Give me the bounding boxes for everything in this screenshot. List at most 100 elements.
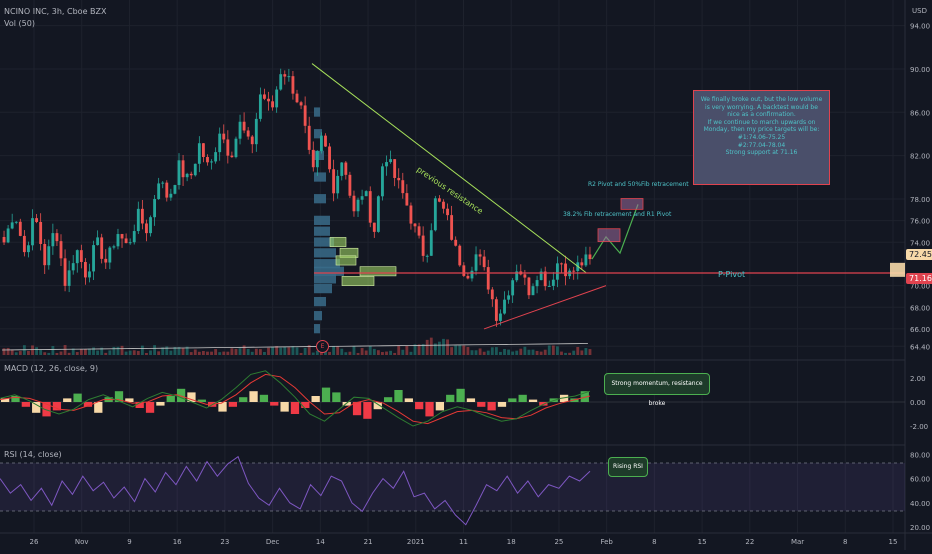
macd-tick-label: -2.00 xyxy=(910,423,928,431)
volume-bar xyxy=(6,347,10,355)
volume-bar xyxy=(206,351,209,355)
rsi-tick-label: 60.00 xyxy=(910,476,930,484)
candle-body xyxy=(189,173,193,176)
macd-histogram-bar xyxy=(456,388,465,402)
candle-body xyxy=(446,208,449,216)
candle-body xyxy=(523,274,527,278)
volume-profile-row xyxy=(314,324,320,334)
analysis-note-box[interactable]: We finally broke out, but the low volume… xyxy=(693,90,830,185)
volume-bar xyxy=(442,338,445,355)
volume-profile-row xyxy=(314,172,326,182)
macd-histogram-bar xyxy=(280,402,289,412)
candle-body xyxy=(413,223,417,227)
volume-bar xyxy=(393,352,397,355)
volume-bar xyxy=(132,350,136,355)
candle-body xyxy=(474,254,478,271)
candle-body xyxy=(83,261,87,278)
candle-body xyxy=(572,270,576,272)
macd-histogram-bar xyxy=(342,402,351,406)
candle-body xyxy=(425,255,429,257)
volume-bar xyxy=(104,352,108,355)
candle-body xyxy=(437,198,441,202)
candle-body xyxy=(324,135,327,147)
time-tick-label: 16 xyxy=(173,538,182,546)
candle-body xyxy=(527,277,531,296)
volume-profile-row xyxy=(314,311,322,321)
rsi-tick-label: 20.00 xyxy=(910,524,930,532)
volume-bar xyxy=(140,345,144,355)
volume-bar xyxy=(169,350,173,355)
macd-histogram-bar xyxy=(73,393,82,402)
price-tick-label: 78.00 xyxy=(910,196,930,204)
macd-histogram-bar xyxy=(187,392,196,402)
candle-body xyxy=(283,74,287,77)
price-tick-label: 74.00 xyxy=(910,239,930,247)
time-tick-label: 15 xyxy=(889,538,898,546)
volume-bar xyxy=(149,350,152,355)
candle-body xyxy=(177,160,181,186)
price-tick-label: 70.00 xyxy=(910,283,930,291)
time-tick-label: 22 xyxy=(745,538,754,546)
earnings-marker[interactable]: E xyxy=(316,340,329,353)
macd-histogram-bar xyxy=(270,402,279,406)
candle-body xyxy=(486,267,490,290)
rsi-tick-label: 40.00 xyxy=(910,500,930,508)
candle-body xyxy=(100,237,104,259)
volume-bar xyxy=(478,348,482,355)
volume-bar xyxy=(344,352,348,355)
candle-body xyxy=(340,162,344,176)
volume-bar xyxy=(560,351,563,355)
candle-body xyxy=(246,130,250,137)
volume-bar xyxy=(568,352,572,355)
volume-bar xyxy=(2,348,6,355)
time-tick-label: Dec xyxy=(266,538,280,546)
candle-body xyxy=(311,149,315,168)
candle-body xyxy=(263,94,266,99)
volume-bar xyxy=(18,351,22,355)
macd-histogram-bar xyxy=(197,399,206,402)
candle-body xyxy=(10,222,14,229)
volume-bar xyxy=(75,352,79,355)
candle-body xyxy=(503,299,506,314)
candle-body xyxy=(499,313,502,321)
candles xyxy=(2,68,592,327)
volume-bar xyxy=(364,350,368,355)
candle-body xyxy=(584,254,588,266)
volume-bar xyxy=(356,352,360,355)
volume-bar xyxy=(279,347,283,355)
candle-body xyxy=(145,223,148,234)
pivot-price-tag: 71.16 xyxy=(906,273,932,284)
macd-histogram-bar xyxy=(1,398,10,402)
candle-body xyxy=(242,121,246,131)
macd-histogram-bar xyxy=(11,396,20,402)
macd-histogram-bar xyxy=(435,402,445,411)
macd-histogram-bar xyxy=(383,397,393,402)
volume-bar xyxy=(381,352,384,355)
macd-histogram-bar xyxy=(352,402,362,416)
candle-body xyxy=(112,246,116,248)
volume-bar xyxy=(340,348,344,355)
volume-bar xyxy=(515,350,519,355)
macd-histogram-bar xyxy=(404,398,413,402)
macd-histogram-bar xyxy=(290,402,300,414)
volume-bar xyxy=(153,345,157,355)
rsi-band xyxy=(0,463,905,511)
volume-bar xyxy=(401,349,405,355)
candle-body xyxy=(27,245,30,253)
candle-body xyxy=(31,218,34,246)
macd-title: MACD (12, 26, close, 9) xyxy=(4,364,99,373)
volume-bar xyxy=(275,346,279,355)
macd-histogram-bar xyxy=(363,402,372,419)
candle-body xyxy=(470,270,474,279)
candle-body xyxy=(315,151,319,168)
macd-histogram-bar xyxy=(559,394,569,402)
candle-body xyxy=(372,222,376,232)
volume-bar xyxy=(462,345,466,355)
volume-bar xyxy=(234,348,238,355)
volume-profile-value-area-row xyxy=(359,266,397,277)
candle-body xyxy=(181,160,185,178)
rsi-callout: Rising RSI xyxy=(608,457,648,477)
volume-bar xyxy=(397,345,401,355)
